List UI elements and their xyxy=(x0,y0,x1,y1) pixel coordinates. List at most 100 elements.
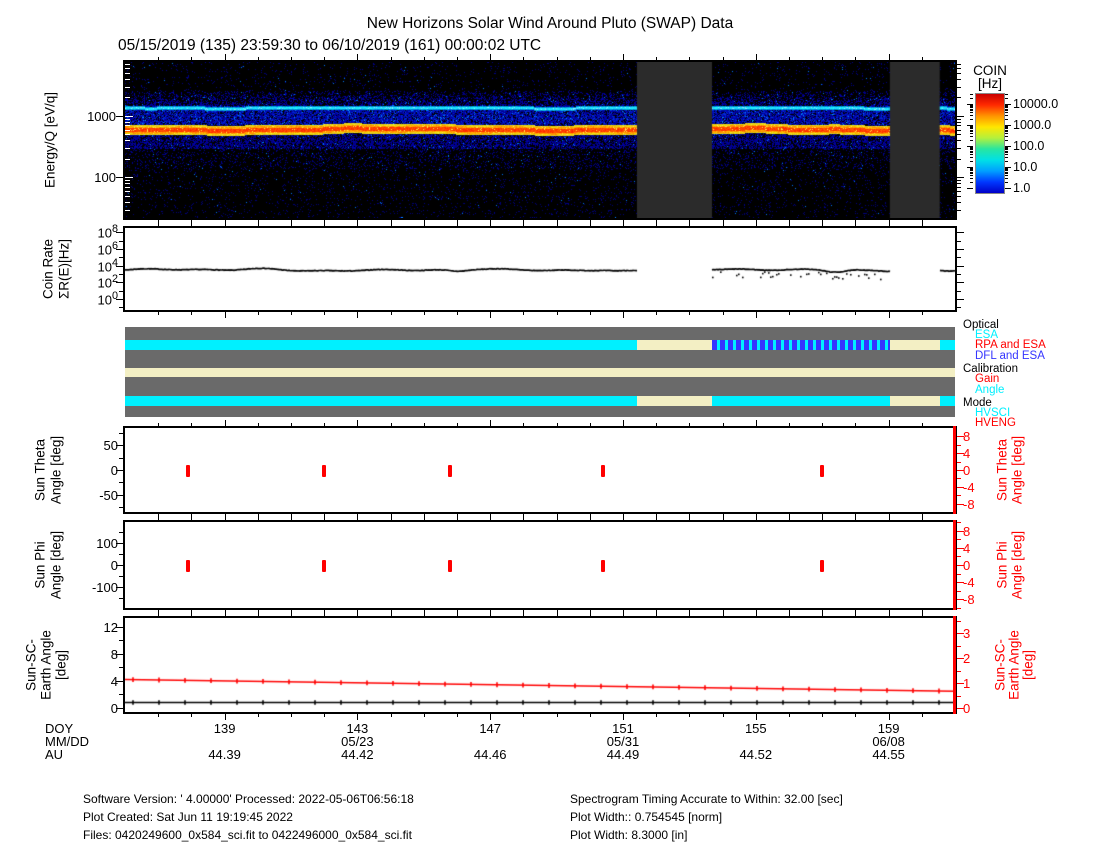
axis-tick xyxy=(116,565,123,566)
ytick-label: -4 xyxy=(963,479,975,495)
axis-tick xyxy=(523,423,524,426)
axis-tick xyxy=(590,312,591,315)
axis-tick xyxy=(490,54,491,60)
axis-tick xyxy=(689,517,690,520)
axis-tick xyxy=(957,504,964,505)
au-row-label: AU xyxy=(45,747,64,762)
axis-tick xyxy=(656,223,657,226)
axis-tick xyxy=(291,57,292,60)
axis-tick xyxy=(191,514,192,517)
axis-tick xyxy=(1005,161,1008,162)
axis-tick xyxy=(557,613,558,616)
axis-tick xyxy=(756,312,757,318)
axis-tick xyxy=(457,57,458,60)
axis-tick xyxy=(957,257,961,258)
axis-tick xyxy=(424,714,425,717)
ytick-label: 104 xyxy=(97,257,119,275)
axis-tick xyxy=(970,147,973,148)
axis-tick xyxy=(789,610,790,613)
axis-tick xyxy=(970,110,973,111)
axis-tick xyxy=(970,112,973,113)
mmdd-tick-label: 06/08 xyxy=(872,734,905,749)
axis-tick xyxy=(957,445,961,446)
axis-tick xyxy=(957,79,961,80)
axis-tick xyxy=(957,671,961,672)
axis-tick xyxy=(1005,110,1008,111)
axis-tick xyxy=(689,312,690,315)
axis-tick xyxy=(922,423,923,426)
axis-tick xyxy=(357,54,358,60)
axis-tick xyxy=(689,514,690,517)
axis-tick xyxy=(789,423,790,426)
axis-tick xyxy=(324,714,325,717)
axis-tick xyxy=(723,514,724,517)
axis-tick xyxy=(291,223,292,226)
axis-tick xyxy=(756,220,757,226)
ytick-label: 100 xyxy=(94,170,116,185)
axis-tick xyxy=(970,131,973,132)
axis-tick xyxy=(957,119,961,120)
axis-tick xyxy=(1005,149,1008,150)
axis-tick xyxy=(457,223,458,226)
axis-tick xyxy=(424,423,425,426)
axis-tick xyxy=(822,613,823,616)
axis-tick xyxy=(457,613,458,616)
axis-tick xyxy=(590,223,591,226)
axis-tick xyxy=(970,107,973,108)
axis-tick xyxy=(125,79,130,80)
axis-tick xyxy=(789,613,790,616)
axis-tick xyxy=(125,202,130,203)
axis-tick xyxy=(116,249,123,250)
axis-tick xyxy=(258,57,259,60)
axis-tick xyxy=(125,122,130,123)
axis-tick xyxy=(970,151,973,152)
axis-tick xyxy=(116,681,123,682)
ytick-label: 100 xyxy=(96,535,118,551)
axis-tick xyxy=(523,613,524,616)
axis-tick xyxy=(957,522,961,523)
axis-tick xyxy=(119,640,123,641)
axis-tick xyxy=(822,714,823,717)
axis-tick xyxy=(1005,98,1008,99)
status-segment-mode xyxy=(889,396,940,406)
axis-tick xyxy=(116,495,123,496)
axis-tick xyxy=(424,220,425,223)
axis-tick xyxy=(957,159,961,160)
axis-tick xyxy=(523,57,524,60)
axis-tick xyxy=(957,122,961,123)
doy-tick-label: 159 xyxy=(877,721,900,736)
axis-tick xyxy=(970,149,973,150)
ytick-label: 0 xyxy=(963,558,971,573)
axis-tick xyxy=(756,54,757,60)
axis-tick xyxy=(970,115,973,116)
axis-tick xyxy=(957,249,964,250)
axis-tick xyxy=(225,312,226,318)
axis-tick xyxy=(457,514,458,517)
axis-tick xyxy=(957,696,961,697)
axis-tick xyxy=(957,556,961,557)
axis-tick xyxy=(957,140,961,141)
axis-tick xyxy=(957,565,964,566)
ytick-label: -50 xyxy=(99,487,118,503)
axis-tick xyxy=(158,423,159,426)
axis-tick xyxy=(789,312,790,315)
axis-tick xyxy=(957,299,964,300)
axis-tick xyxy=(357,714,358,720)
axis-tick xyxy=(191,610,192,613)
axis-tick xyxy=(957,191,961,192)
axis-tick xyxy=(119,274,123,275)
axis-tick xyxy=(557,57,558,60)
axis-tick xyxy=(291,514,292,517)
colorbar-units: [Hz] xyxy=(977,76,1002,91)
axis-tick xyxy=(957,658,964,659)
axis-tick xyxy=(789,223,790,226)
axis-tick xyxy=(557,312,558,315)
axis-tick xyxy=(957,495,961,496)
colorbar-tick-label: 10000.0 xyxy=(1013,96,1059,111)
axis-tick xyxy=(922,714,923,717)
axis-tick xyxy=(1005,105,1008,106)
axis-tick xyxy=(1005,188,1011,189)
axis-tick xyxy=(523,610,524,613)
axis-tick xyxy=(119,554,123,555)
axis-tick xyxy=(1005,140,1008,141)
